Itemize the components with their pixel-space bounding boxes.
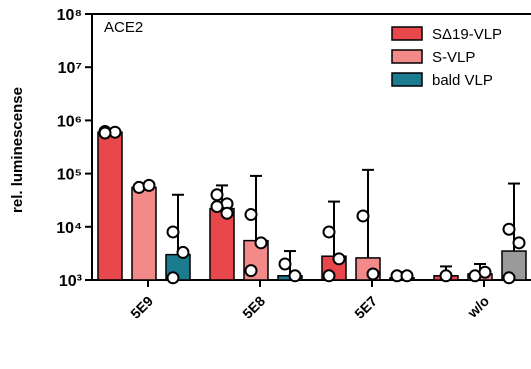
data-point [176, 245, 190, 259]
data-point [502, 271, 516, 285]
data-point [166, 271, 180, 285]
data-point [332, 252, 346, 266]
data-point [98, 126, 112, 140]
data-point [512, 236, 526, 250]
y-axis-label: rel. luminescense [9, 87, 26, 213]
bar [131, 186, 157, 281]
data-point [142, 178, 156, 192]
data-point [366, 267, 380, 281]
data-point [210, 188, 224, 202]
data-point [254, 236, 268, 250]
data-point [210, 200, 224, 214]
legend-label: S-VLP [432, 49, 475, 66]
x-tick-label: 5E7 [351, 293, 380, 322]
data-point [244, 208, 258, 222]
legend-label: bald VLP [432, 72, 493, 89]
y-tick-label: 10³ [59, 273, 82, 290]
data-point [278, 257, 292, 271]
legend-label: SΔ19-VLP [432, 26, 502, 43]
annotation: ACE2 [104, 19, 143, 36]
data-point [166, 225, 180, 239]
y-tick-label: 10⁸ [57, 7, 82, 24]
data-point [322, 269, 336, 283]
bar [209, 207, 235, 281]
bar [97, 131, 123, 281]
legend-swatch [391, 49, 423, 64]
data-point [478, 265, 492, 279]
data-point [220, 206, 234, 220]
y-tick-label: 10⁵ [57, 167, 82, 184]
data-point [502, 222, 516, 236]
legend-swatch [391, 72, 423, 87]
y-tick-label: 10⁶ [57, 113, 82, 130]
data-point [244, 264, 258, 278]
legend-swatch [391, 26, 423, 41]
data-point [400, 269, 414, 283]
x-tick-label: 5E8 [239, 293, 268, 322]
data-point [288, 269, 302, 283]
y-tick-label: 10⁴ [56, 220, 82, 237]
data-point [439, 269, 453, 283]
x-tick-label: w/o [464, 293, 493, 322]
x-tick-label: 5E9 [127, 293, 156, 322]
data-point [322, 225, 336, 239]
data-point [356, 209, 370, 223]
y-tick-label: 10⁷ [58, 60, 82, 77]
